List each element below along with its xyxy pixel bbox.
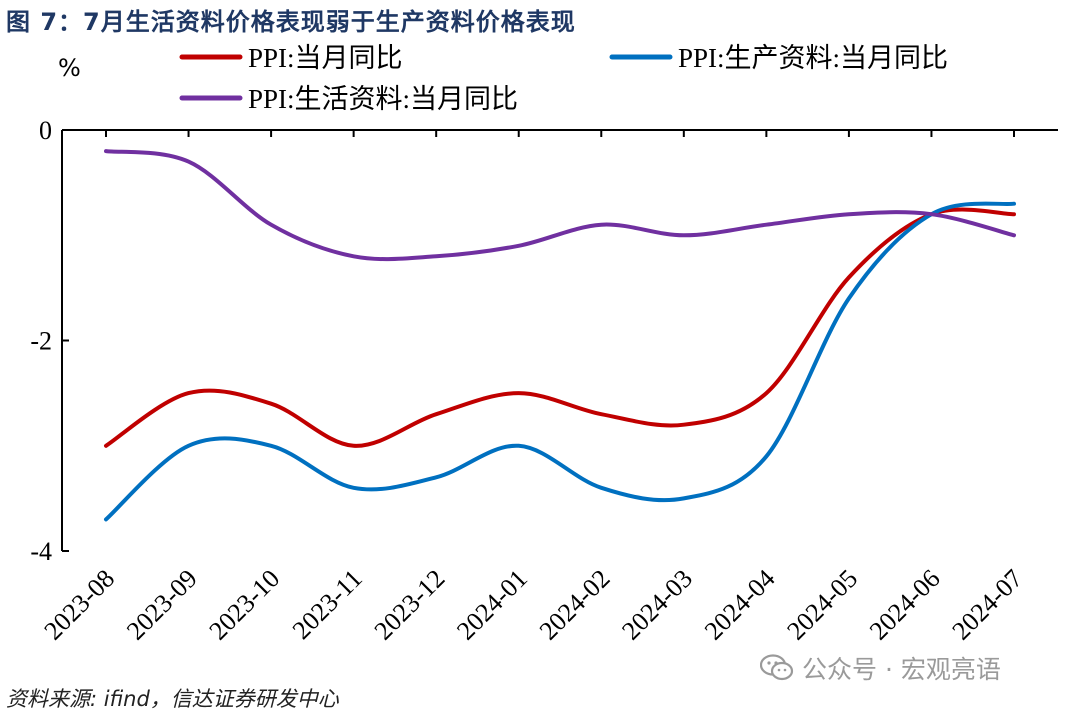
watermark-text: 公众号 · 宏观亮语 [802,655,1001,684]
x-tick-label: 2024-05 [781,564,863,646]
x-tick-label: 2023-09 [121,564,203,646]
series-line-ppi-total [104,207,1016,448]
x-tick-label: 2023-10 [204,564,286,646]
x-tick-label: 2023-12 [369,564,451,646]
series-layer [104,149,1016,522]
y-tick-label: -2 [30,327,52,356]
x-tick-label: 2024-07 [946,564,1028,646]
x-tick-label: 2024-03 [616,564,698,646]
x-tick-label: 2024-06 [864,564,946,646]
watermark: 公众号 · 宏观亮语 [760,650,1001,686]
series-line-ppi-consumer [104,149,1016,262]
chart-axes: 0 -2 -4% 2023-08 2023-09 2023-10 2023-11 2023-1… [30,54,1058,646]
y-tick-label: -4 [30,537,52,566]
y-tick-label: 0 [39,116,52,145]
x-tick-label: 2024-04 [699,564,781,646]
x-tick-label: 2023-11 [287,564,368,645]
x-tick-label: 2023-08 [38,564,120,646]
chart-legend: PPI:当月同比 PPI:生产资料:当月同比 PPI:生活资料:当月同比 [179,43,948,114]
legend-label-ppi-total: PPI:当月同比 [248,43,403,73]
legend-label-ppi-consumer: PPI:生活资料:当月同比 [248,84,518,114]
figure-title: 图 7：7月生活资料价格表现弱于生产资料价格表现 [6,8,576,36]
wechat-icon [760,654,794,681]
legend-label-ppi-production: PPI:生产资料:当月同比 [678,43,948,73]
x-tick-label: 2024-01 [451,564,533,646]
figure-source: 资料来源: ifind，信达证券研发中心 [6,687,339,711]
series-line-ppi-production [104,201,1016,522]
x-tick-label: 2024-02 [534,564,616,646]
y-unit-label: % [58,54,81,82]
